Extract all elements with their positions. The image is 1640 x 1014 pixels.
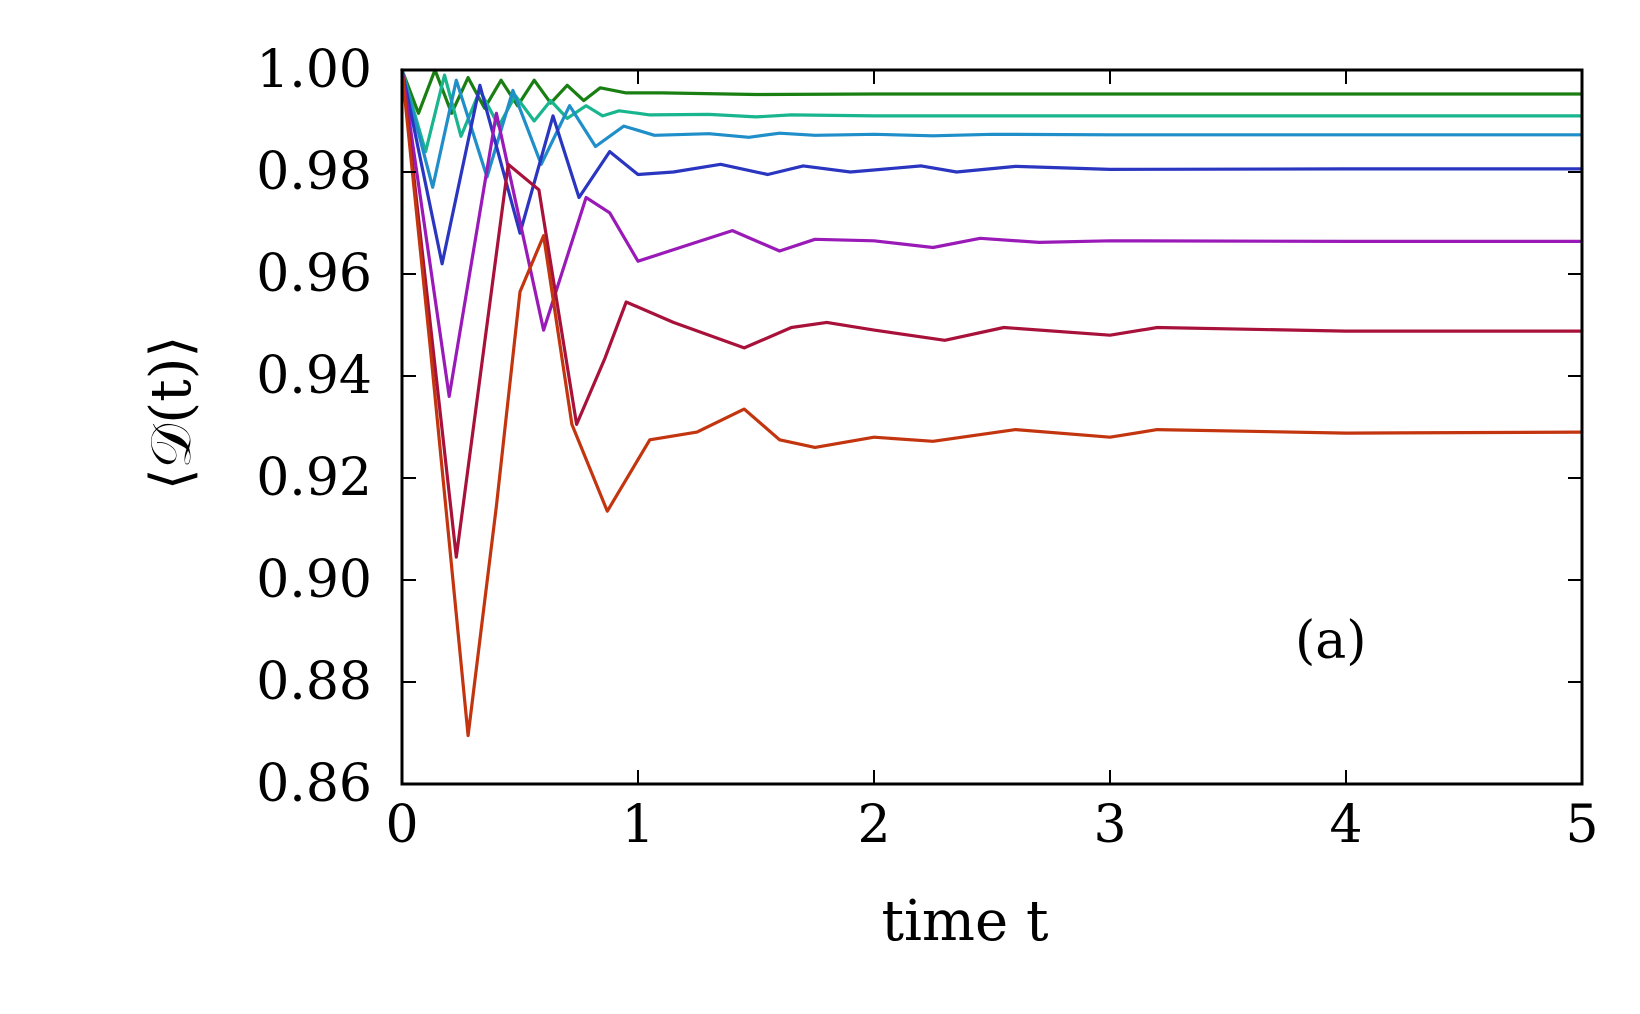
series-layer (400, 68, 1584, 738)
y-tick-label: 0.88 (256, 652, 372, 712)
y-tick-label: 0.86 (256, 754, 372, 814)
line-series-1 (400, 68, 1584, 115)
y-tick-label: 0.90 (256, 550, 372, 610)
line-series-6 (400, 68, 1584, 559)
line-series-7 (400, 68, 1584, 738)
x-tick-label: 1 (621, 795, 654, 855)
y-axis-title: ⟨𝒟(t)⟩ (139, 336, 204, 491)
annotation-label: (a) (1295, 611, 1367, 671)
line-series-4 (400, 68, 1584, 266)
y-tick-label: 0.94 (256, 346, 372, 406)
x-tick-label: 3 (1093, 795, 1126, 855)
x-tick-label: 4 (1329, 795, 1362, 855)
x-tick-label: 2 (857, 795, 890, 855)
y-tick-label: 0.96 (256, 244, 372, 304)
line-series-3 (400, 68, 1584, 189)
y-tick-label: 0.98 (256, 142, 372, 202)
x-tick-label: 0 (385, 795, 418, 855)
y-tick-label: 1.00 (256, 40, 372, 100)
line-series-5 (400, 68, 1584, 398)
x-axis-title: time t (882, 889, 1049, 954)
x-tick-label: 5 (1565, 795, 1598, 855)
line-series-2 (400, 68, 1584, 154)
y-tick-label: 0.92 (256, 448, 372, 508)
plot-frame (400, 68, 1584, 786)
ticks-layer: 0 1 2 3 4 5 0.86 0.88 0.90 0.92 0.94 0.96 0.98 1.00 (256, 40, 1598, 855)
